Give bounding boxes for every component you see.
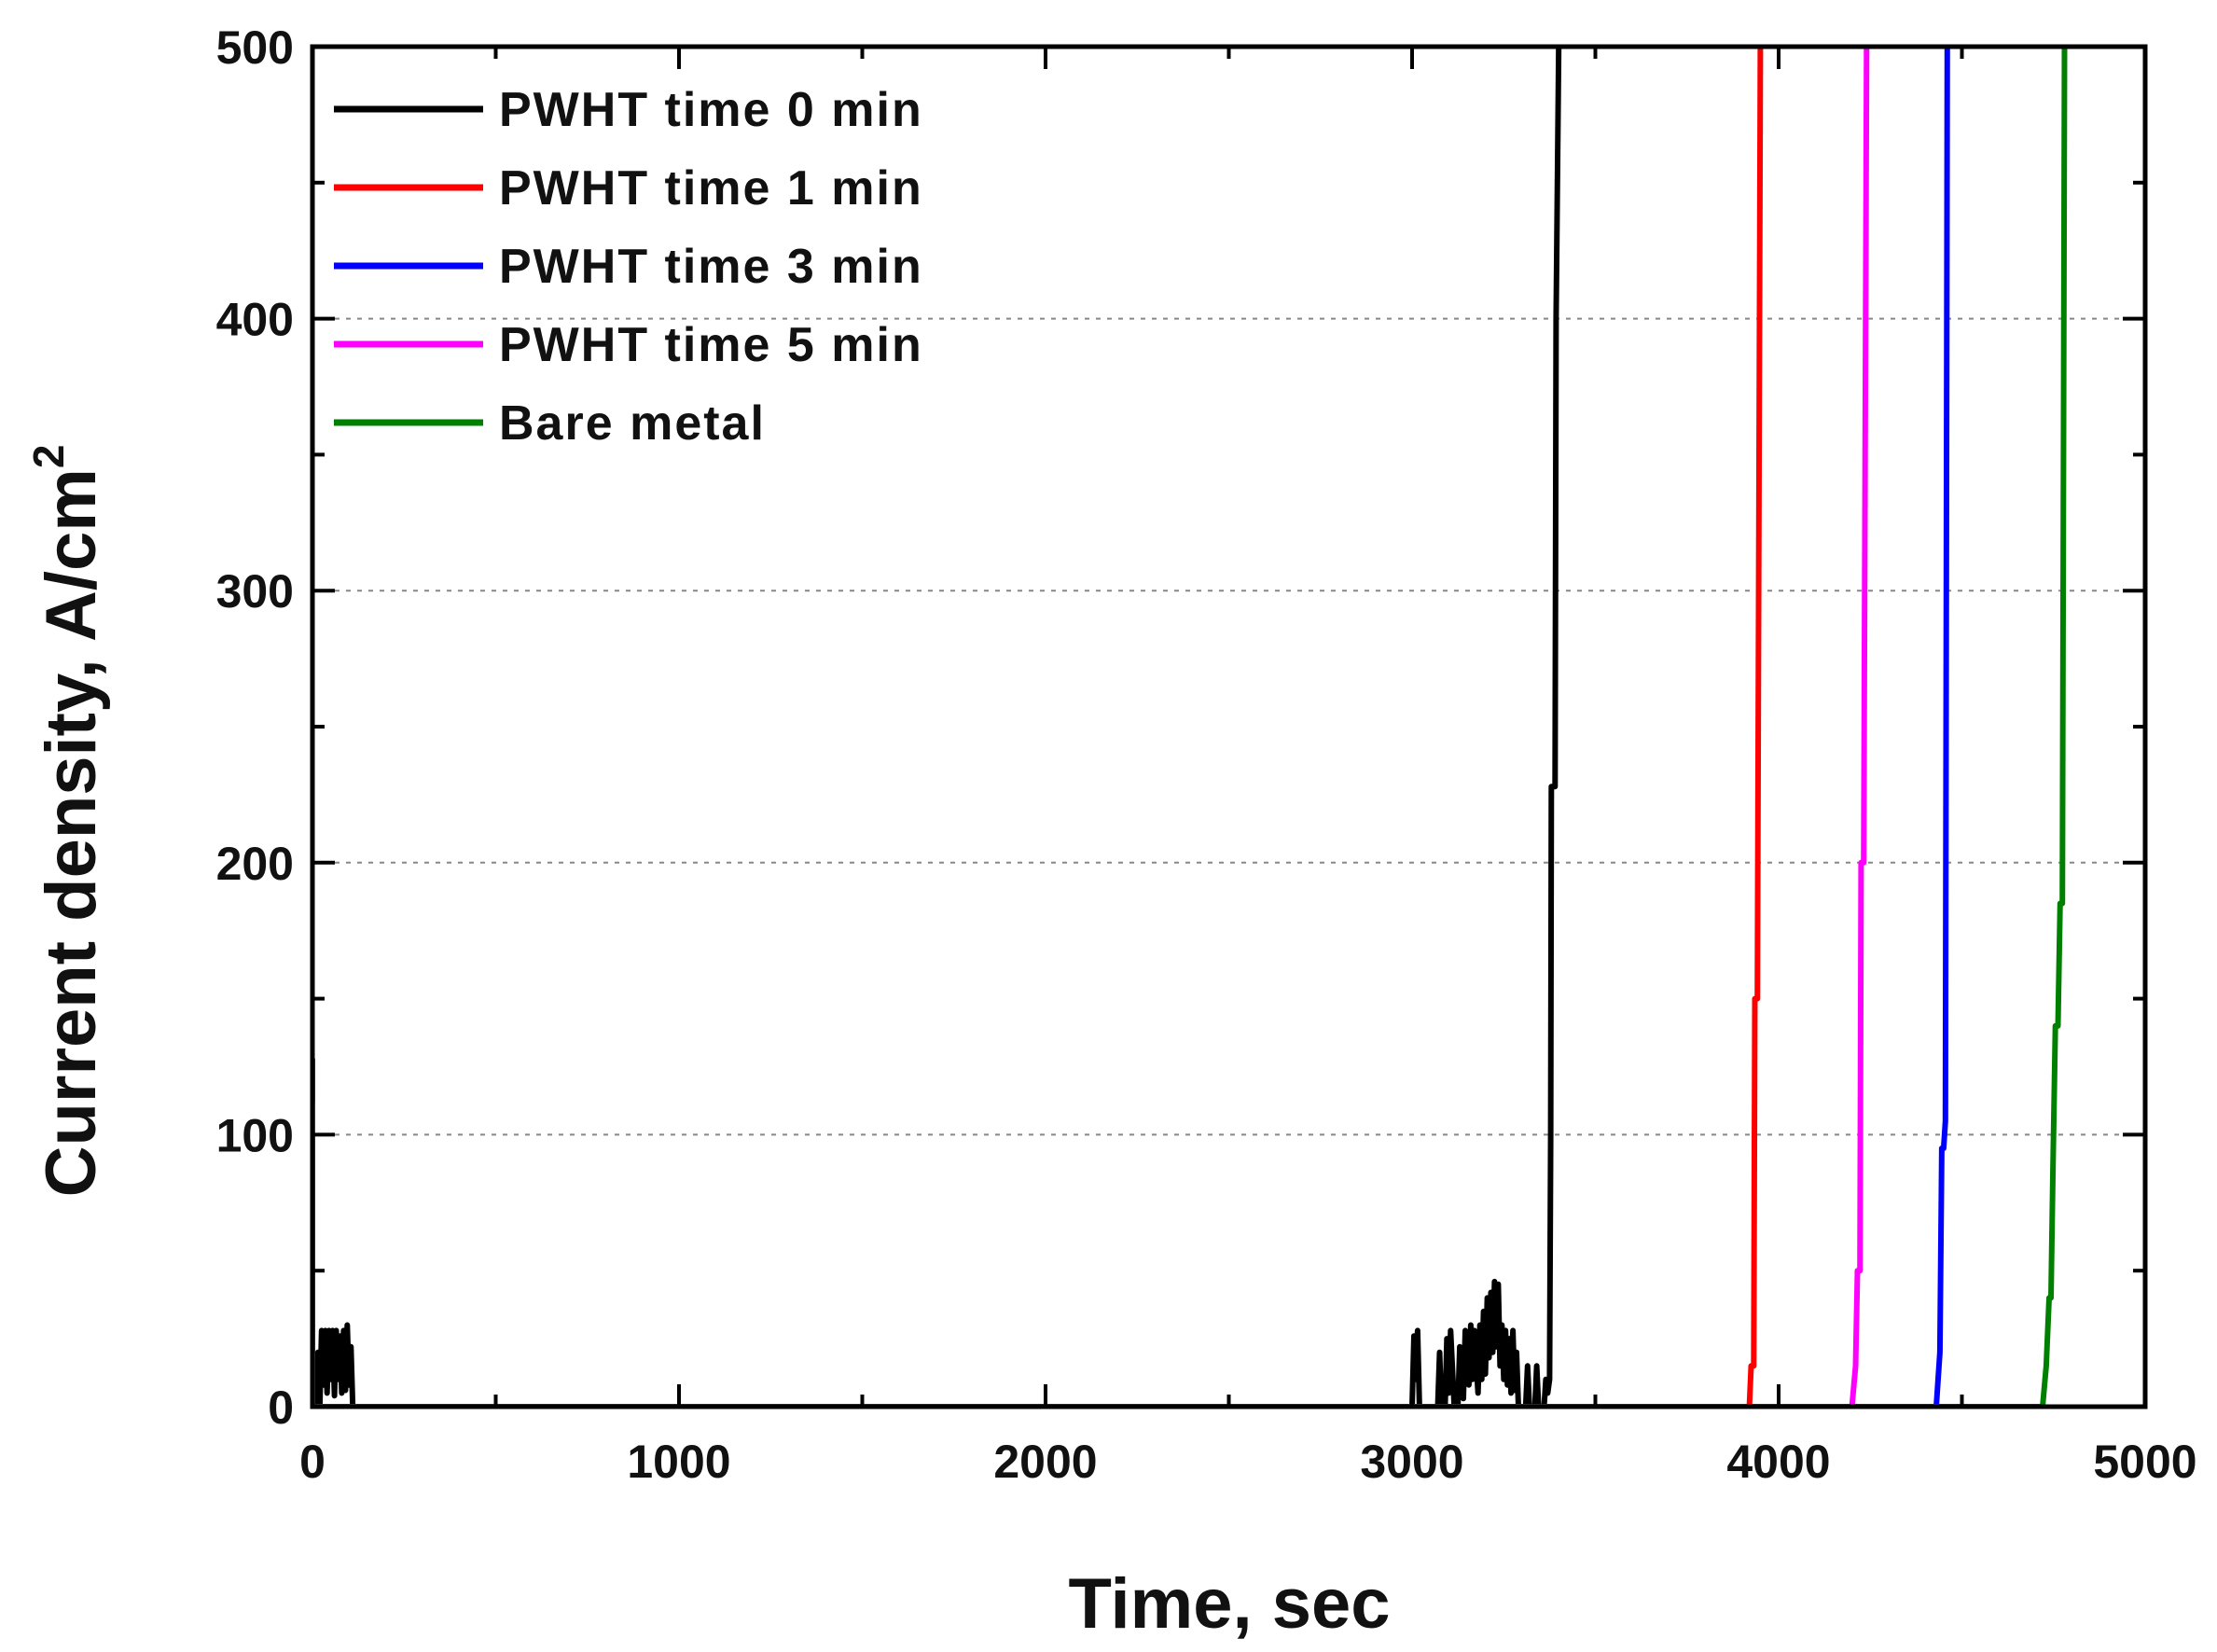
y-tick-label: 500 (216, 21, 294, 74)
grid-layer (312, 317, 2145, 1136)
tick-layer: 0 1000 2000 3000 4000 5000 0 100 200 300 400 500 (216, 21, 2197, 1488)
y-tick-label: 400 (216, 294, 294, 346)
legend-layer: PWHT time 0 min PWHT time 1 min PWHT time … (334, 83, 923, 451)
y-tick-label: 100 (216, 1109, 294, 1161)
y-axis-title-superscript: 2 (24, 445, 73, 469)
x-tick-label: 2000 (993, 1436, 1097, 1488)
x-tick-label: 0 (299, 1436, 326, 1488)
legend-label-1: PWHT time 0 min (499, 83, 923, 137)
legend-label-4: PWHT time 5 min (499, 318, 923, 372)
legend-label-2: PWHT time 1 min (499, 161, 923, 215)
series-line-1 (312, 46, 1562, 1409)
x-tick-label: 3000 (1360, 1436, 1463, 1488)
x-tick-label: 1000 (627, 1436, 730, 1488)
legend-label-3: PWHT time 3 min (499, 240, 923, 294)
x-tick-label: 4000 (1726, 1436, 1830, 1488)
x-axis-title: Time, sec (1068, 1564, 1390, 1644)
y-axis-title-main: Current density, A/cm (32, 468, 111, 1197)
y-tick-label: 300 (216, 565, 294, 618)
y-axis-title: Current density, A/cm2 (24, 445, 111, 1198)
y-tick-label: 200 (216, 838, 294, 890)
y-tick-label: 0 (268, 1381, 294, 1434)
x-tick-label: 5000 (2093, 1436, 2196, 1488)
legend-label-5: Bare metal (499, 396, 766, 451)
